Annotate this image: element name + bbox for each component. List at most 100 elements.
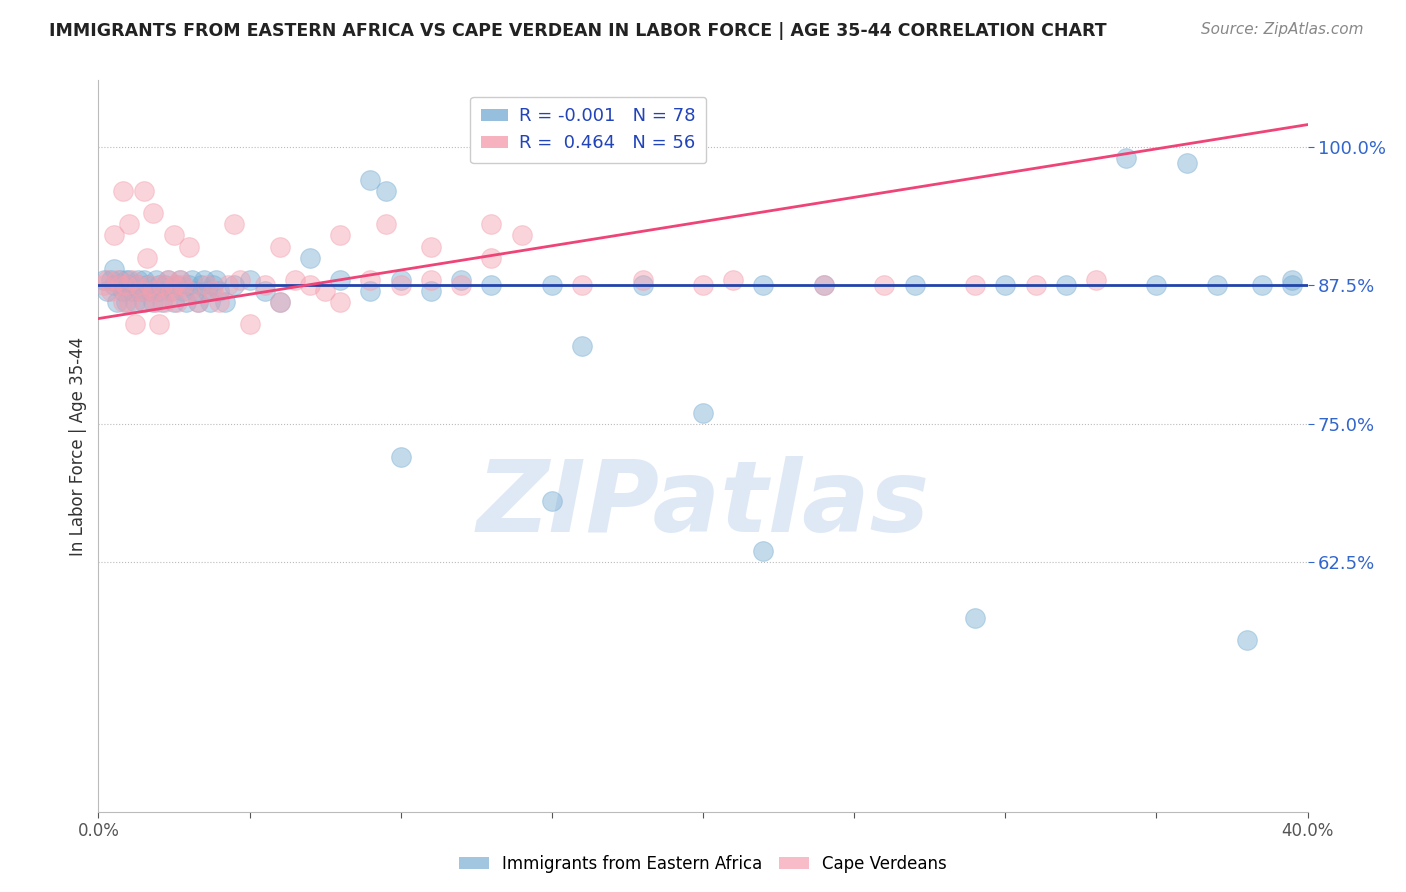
Point (174, 294, 197, 309)
Point (100, 284, 122, 298)
Point (481, 251, 503, 265)
Point (195, 284, 218, 298)
Point (166, 278, 188, 293)
Point (269, 294, 291, 309)
Point (752, 278, 775, 293)
Point (420, 239, 443, 253)
Point (132, 294, 155, 309)
Point (118, 218, 141, 232)
Point (631, 278, 654, 293)
Point (142, 206, 165, 220)
Point (181, 273, 204, 287)
Point (299, 278, 322, 293)
Point (103, 278, 125, 293)
Point (195, 278, 218, 293)
Point (205, 273, 228, 287)
Point (148, 317, 170, 331)
Point (314, 284, 336, 298)
Point (1024, 278, 1046, 293)
Point (329, 294, 352, 309)
Point (156, 273, 179, 287)
Point (105, 294, 128, 309)
Point (253, 284, 276, 298)
Point (124, 317, 146, 331)
Point (360, 173, 382, 187)
Point (127, 278, 149, 293)
Point (1236, 632, 1258, 647)
Point (239, 317, 262, 331)
Point (163, 294, 186, 309)
Point (139, 284, 162, 298)
Point (100, 273, 122, 287)
Point (111, 294, 134, 309)
Point (360, 273, 382, 287)
Point (692, 406, 714, 420)
Point (389, 450, 412, 464)
Text: Source: ZipAtlas.com: Source: ZipAtlas.com (1201, 22, 1364, 37)
Point (1206, 278, 1229, 293)
Point (163, 278, 186, 293)
Point (169, 273, 191, 287)
Point (148, 278, 170, 293)
Point (269, 239, 291, 253)
Point (121, 273, 143, 287)
Point (132, 273, 155, 287)
Point (389, 278, 412, 293)
Point (103, 261, 125, 276)
Legend: Immigrants from Eastern Africa, Cape Verdeans: Immigrants from Eastern Africa, Cape Ver… (453, 848, 953, 880)
Text: IMMIGRANTS FROM EASTERN AFRICA VS CAPE VERDEAN IN LABOR FORCE | AGE 35-44 CORREL: IMMIGRANTS FROM EASTERN AFRICA VS CAPE V… (49, 22, 1107, 40)
Point (114, 273, 136, 287)
Point (692, 278, 714, 293)
Point (172, 284, 194, 298)
Point (145, 273, 167, 287)
Point (1085, 273, 1108, 287)
Point (450, 278, 472, 293)
Point (179, 239, 201, 253)
Point (1175, 156, 1198, 170)
Point (510, 228, 533, 243)
Point (193, 273, 215, 287)
Point (108, 273, 131, 287)
Point (723, 273, 745, 287)
Point (450, 273, 472, 287)
Point (239, 273, 262, 287)
Point (752, 544, 775, 558)
Point (420, 273, 443, 287)
Point (299, 251, 322, 265)
Point (813, 278, 835, 293)
Point (389, 273, 412, 287)
Point (1281, 273, 1303, 287)
Point (96, 273, 118, 287)
Point (994, 278, 1017, 293)
Point (904, 278, 927, 293)
Point (200, 294, 222, 309)
Point (208, 284, 231, 298)
Point (142, 284, 165, 298)
Point (150, 294, 173, 309)
Point (121, 284, 143, 298)
Point (169, 273, 191, 287)
Point (145, 294, 167, 309)
Point (202, 278, 225, 293)
Point (202, 284, 225, 298)
Point (93, 278, 115, 293)
Point (329, 273, 352, 287)
Point (127, 273, 149, 287)
Point (374, 218, 396, 232)
Point (150, 278, 173, 293)
Point (1144, 278, 1167, 293)
Point (118, 294, 141, 309)
Point (118, 273, 141, 287)
Point (129, 284, 152, 298)
Point (153, 278, 176, 293)
Point (540, 494, 562, 508)
Point (360, 284, 382, 298)
Point (103, 228, 125, 243)
Point (132, 184, 155, 198)
Point (129, 284, 152, 298)
Point (93, 273, 115, 287)
Point (229, 273, 252, 287)
Point (224, 278, 246, 293)
Point (160, 284, 183, 298)
Point (114, 278, 136, 293)
